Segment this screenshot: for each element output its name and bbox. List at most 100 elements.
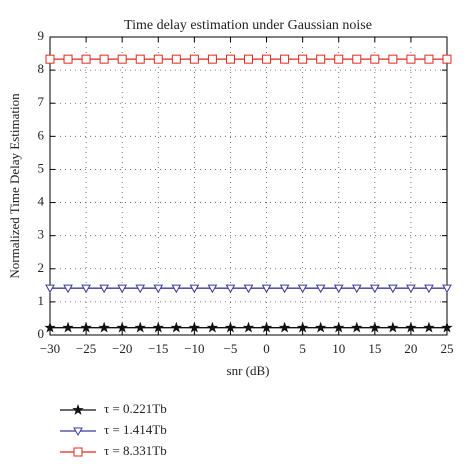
point xyxy=(369,321,381,333)
point xyxy=(296,321,309,333)
point xyxy=(206,321,219,333)
point xyxy=(62,321,74,333)
point xyxy=(369,284,380,294)
point xyxy=(315,284,326,294)
point xyxy=(278,321,291,333)
point xyxy=(153,54,163,64)
y-tick-label: 0 xyxy=(38,326,45,341)
legend-marker xyxy=(73,447,83,457)
point xyxy=(135,284,146,294)
point xyxy=(352,54,362,64)
point xyxy=(189,54,199,64)
point xyxy=(170,321,183,333)
y-tick-label: 8 xyxy=(38,61,45,76)
point xyxy=(424,284,434,294)
point xyxy=(152,321,165,333)
point xyxy=(98,321,110,333)
point xyxy=(441,321,453,333)
point xyxy=(314,321,327,333)
y-tick-label: 2 xyxy=(38,260,45,275)
y-tick-label: 3 xyxy=(38,227,45,242)
point xyxy=(244,54,253,64)
y-axis-label: Normalized Time Delay Estimation xyxy=(7,93,22,279)
y-tick-label: 7 xyxy=(38,94,45,109)
point xyxy=(81,284,91,294)
legend-label: τ = 8.331Tb xyxy=(104,443,167,458)
x-tick-label: 10 xyxy=(332,341,345,356)
point xyxy=(261,284,272,294)
point xyxy=(332,321,345,333)
x-tick-label: 0 xyxy=(263,341,270,356)
point xyxy=(99,284,109,294)
y-tick-label: 4 xyxy=(38,194,45,209)
x-tick-label: −25 xyxy=(76,341,96,356)
point xyxy=(260,321,273,333)
point xyxy=(44,321,56,333)
y-tick-label: 5 xyxy=(38,160,45,175)
point xyxy=(171,284,182,294)
point xyxy=(134,321,146,333)
point xyxy=(262,54,272,64)
point xyxy=(279,284,290,294)
y-tick-label: 6 xyxy=(38,127,45,142)
point xyxy=(280,54,290,64)
point xyxy=(316,54,326,64)
point xyxy=(370,54,380,64)
point xyxy=(224,321,237,333)
point xyxy=(81,54,91,64)
y-tick-label: 1 xyxy=(38,293,45,308)
y-tick-label: 9 xyxy=(38,28,45,43)
legend-marker xyxy=(73,427,83,437)
point xyxy=(117,284,128,294)
point xyxy=(99,54,109,64)
point xyxy=(153,284,164,294)
point xyxy=(63,54,73,64)
point xyxy=(117,54,127,64)
point xyxy=(334,54,344,64)
point xyxy=(207,54,217,64)
x-tick-label: 5 xyxy=(299,341,306,356)
point xyxy=(135,54,145,64)
point xyxy=(442,54,452,64)
point xyxy=(63,284,73,294)
point xyxy=(442,284,452,294)
x-axis-label: snr (dB) xyxy=(227,363,270,378)
chart-title: Time delay estimation under Gaussian noi… xyxy=(124,18,372,33)
point xyxy=(242,321,255,333)
point xyxy=(116,321,128,333)
x-tick-label: 25 xyxy=(441,341,454,356)
point xyxy=(405,321,417,333)
point xyxy=(351,284,362,294)
x-tick-label: −5 xyxy=(224,341,238,356)
legend-label: τ = 0.221Tb xyxy=(104,401,167,416)
x-tick-label: 15 xyxy=(368,341,381,356)
point xyxy=(388,284,398,294)
point xyxy=(45,54,55,64)
point xyxy=(406,284,416,294)
point xyxy=(243,284,254,294)
legend-marker xyxy=(72,403,84,415)
x-tick-label: 20 xyxy=(404,341,417,356)
point xyxy=(388,54,398,64)
point xyxy=(406,54,416,64)
point xyxy=(225,284,236,294)
plot-frame xyxy=(49,36,448,336)
point xyxy=(45,284,55,294)
x-tick-label: −15 xyxy=(148,341,168,356)
point xyxy=(333,284,344,294)
point xyxy=(423,321,435,333)
point xyxy=(189,284,200,294)
point xyxy=(297,284,308,294)
point xyxy=(298,54,308,64)
legend-label: τ = 1.414Tb xyxy=(104,422,167,437)
x-tick-label: −10 xyxy=(184,341,204,356)
point xyxy=(80,321,92,333)
point xyxy=(387,321,399,333)
point xyxy=(171,54,181,64)
point xyxy=(188,321,201,333)
x-tick-label: −20 xyxy=(112,341,132,356)
point xyxy=(207,284,218,294)
point xyxy=(424,54,434,64)
point xyxy=(351,321,363,333)
